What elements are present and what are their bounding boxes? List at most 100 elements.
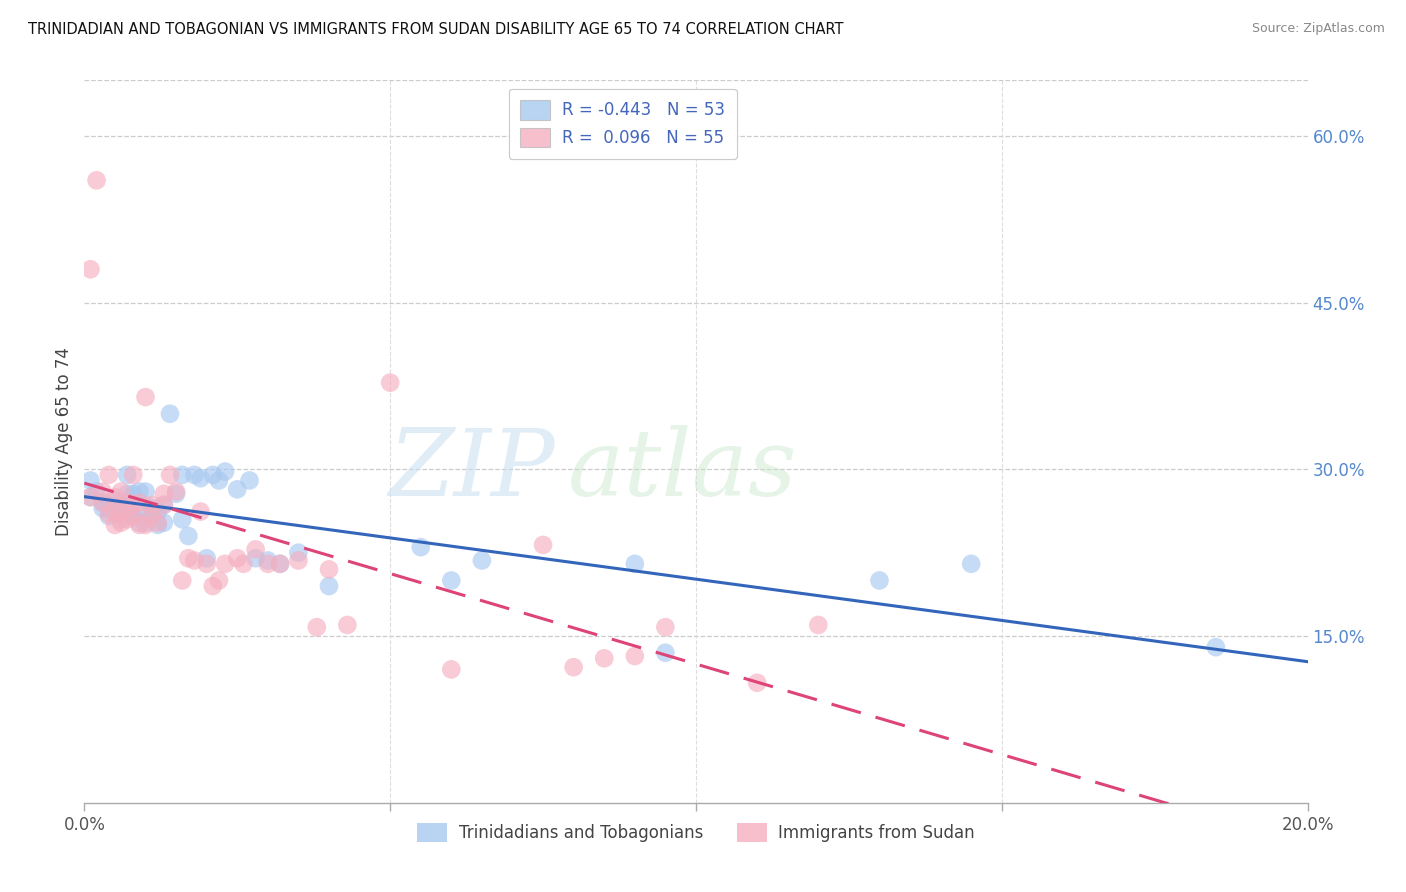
Point	[91, 484, 114, 499]
Point	[190, 471, 212, 485]
Point	[115, 467, 138, 482]
Point	[257, 557, 280, 571]
Point	[153, 487, 176, 501]
Point	[110, 507, 132, 521]
Point	[115, 487, 138, 501]
Point	[159, 467, 181, 482]
Point	[141, 508, 163, 523]
Point	[128, 505, 150, 519]
Point	[104, 517, 127, 532]
Point	[562, 660, 585, 674]
Point	[122, 498, 145, 512]
Text: TRINIDADIAN AND TOBAGONIAN VS IMMIGRANTS FROM SUDAN DISABILITY AGE 65 TO 74 CORR: TRINIDADIAN AND TOBAGONIAN VS IMMIGRANTS…	[28, 22, 844, 37]
Point	[807, 618, 830, 632]
Point	[195, 557, 218, 571]
Point	[153, 516, 176, 530]
Point	[190, 505, 212, 519]
Point	[208, 474, 231, 488]
Point	[79, 474, 101, 488]
Point	[79, 262, 101, 277]
Point	[115, 496, 138, 510]
Point	[269, 557, 291, 571]
Point	[380, 376, 402, 390]
Point	[146, 505, 169, 519]
Point	[104, 493, 127, 508]
Point	[104, 505, 127, 519]
Point	[91, 501, 114, 516]
Point	[257, 553, 280, 567]
Legend: Trinidadians and Tobagonians, Immigrants from Sudan: Trinidadians and Tobagonians, Immigrants…	[408, 813, 984, 852]
Point	[122, 508, 145, 523]
Point	[269, 557, 291, 571]
Point	[960, 557, 983, 571]
Text: atlas: atlas	[568, 425, 797, 516]
Point	[287, 546, 309, 560]
Point	[128, 516, 150, 530]
Point	[318, 562, 340, 576]
Point	[440, 662, 463, 676]
Point	[153, 498, 176, 512]
Point	[245, 542, 267, 557]
Point	[128, 517, 150, 532]
Point	[159, 407, 181, 421]
Point	[172, 467, 194, 482]
Point	[146, 516, 169, 530]
Point	[97, 467, 120, 482]
Point	[440, 574, 463, 588]
Point	[245, 551, 267, 566]
Point	[624, 649, 647, 664]
Point	[287, 553, 309, 567]
Point	[201, 467, 224, 482]
Point	[195, 551, 218, 566]
Point	[135, 516, 157, 530]
Point	[593, 651, 616, 665]
Point	[165, 487, 187, 501]
Point	[214, 465, 236, 479]
Point	[654, 646, 676, 660]
Point	[165, 484, 187, 499]
Point	[201, 579, 224, 593]
Point	[183, 553, 205, 567]
Point	[172, 574, 194, 588]
Y-axis label: Disability Age 65 to 74: Disability Age 65 to 74	[55, 347, 73, 536]
Point	[97, 498, 120, 512]
Point	[135, 484, 157, 499]
Point	[232, 557, 254, 571]
Text: ZIP: ZIP	[388, 425, 555, 516]
Point	[97, 507, 120, 521]
Point	[79, 490, 101, 504]
Point	[135, 517, 157, 532]
Point	[86, 484, 108, 499]
Point	[747, 675, 769, 690]
Point	[128, 496, 150, 510]
Point	[208, 574, 231, 588]
Point	[172, 512, 194, 526]
Point	[141, 501, 163, 516]
Point	[624, 557, 647, 571]
Point	[869, 574, 891, 588]
Point	[91, 496, 114, 510]
Point	[177, 529, 200, 543]
Point	[531, 538, 554, 552]
Point	[122, 508, 145, 523]
Point	[238, 474, 260, 488]
Point	[122, 487, 145, 501]
Point	[318, 579, 340, 593]
Point	[86, 173, 108, 187]
Point	[409, 540, 432, 554]
Point	[110, 516, 132, 530]
Point	[97, 508, 120, 523]
Point	[471, 553, 494, 567]
Point	[183, 467, 205, 482]
Point	[226, 483, 249, 497]
Point	[226, 551, 249, 566]
Text: Source: ZipAtlas.com: Source: ZipAtlas.com	[1251, 22, 1385, 36]
Point	[91, 496, 114, 510]
Point	[336, 618, 359, 632]
Point	[104, 505, 127, 519]
Point	[128, 484, 150, 499]
Point	[110, 512, 132, 526]
Point	[146, 517, 169, 532]
Point	[110, 496, 132, 510]
Point	[141, 498, 163, 512]
